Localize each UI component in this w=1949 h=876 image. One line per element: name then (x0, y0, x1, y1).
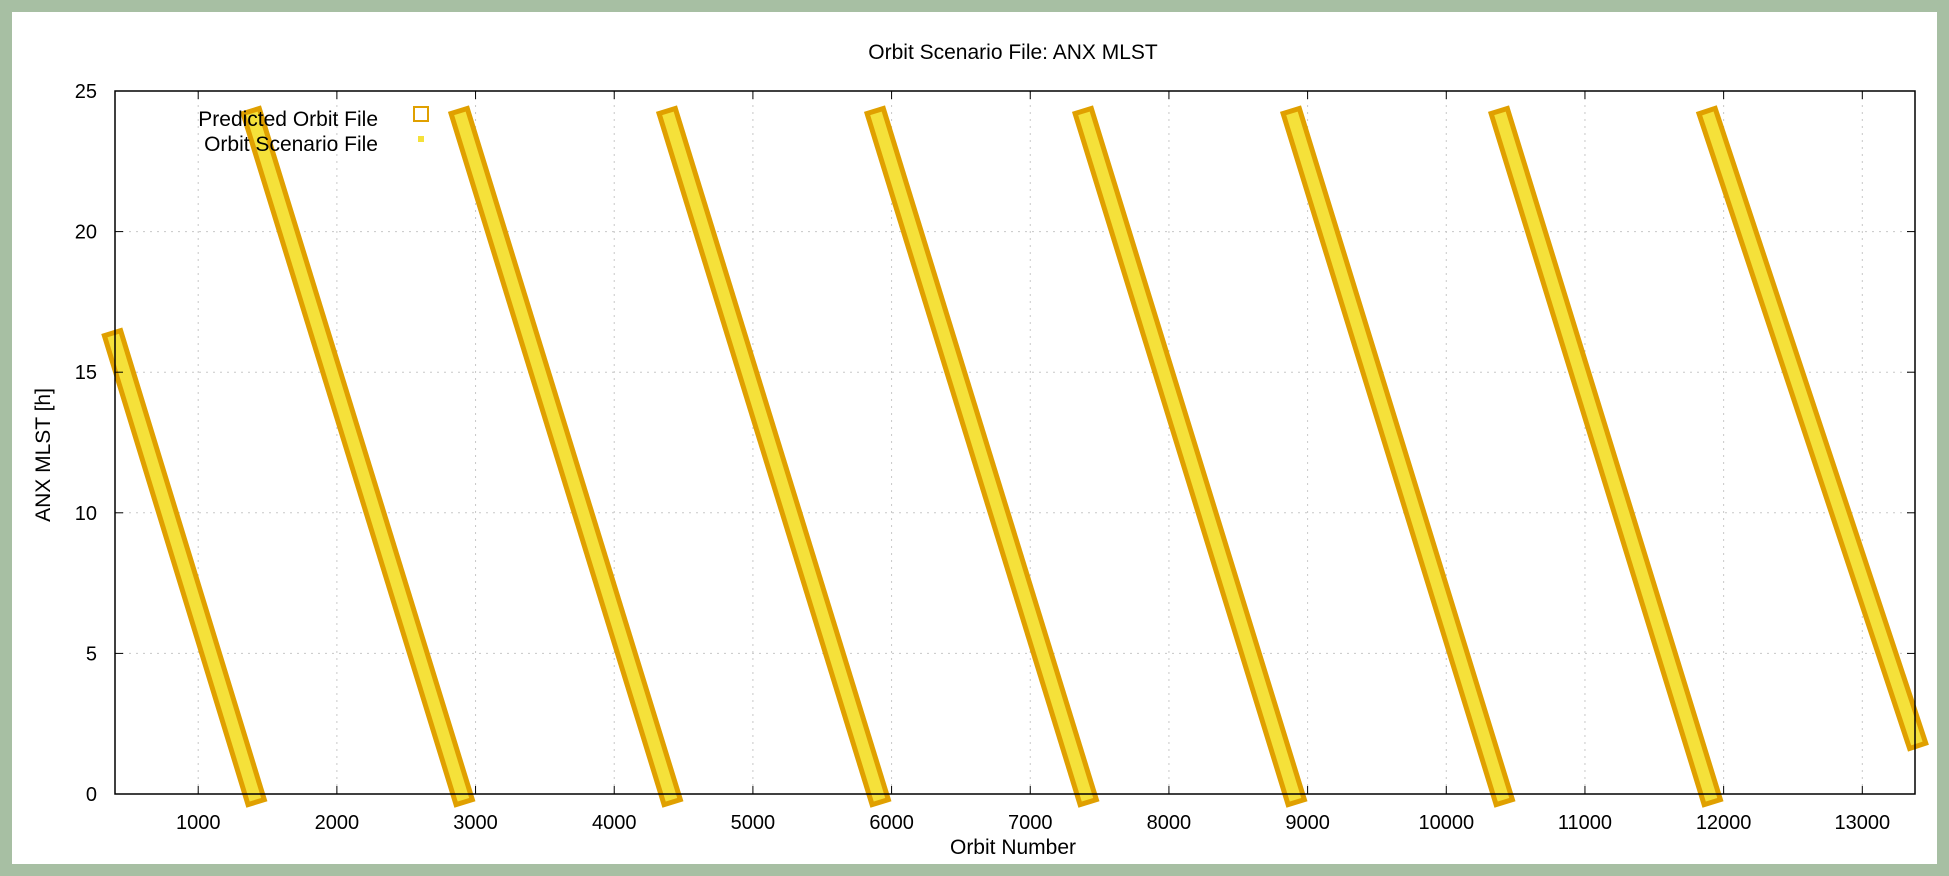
legend-label-predicted: Predicted Orbit File (198, 108, 378, 131)
x-tick-label: 1000 (176, 812, 221, 834)
scenario-orbit-segment (1702, 111, 1923, 746)
series-layer (101, 105, 1929, 808)
x-axis-title: Orbit Number (950, 836, 1076, 859)
x-tick-label: 11000 (1558, 812, 1612, 834)
ticks: 1000 2000 3000 4000 5000 6000 7000 8000 9000 1000… (75, 81, 1915, 834)
scenario-orbit-segment (454, 111, 678, 802)
y-tick-label: 20 (75, 222, 97, 244)
x-tick-label: 8000 (1147, 812, 1192, 834)
x-tick-label: 4000 (592, 812, 637, 834)
x-tick-label: 3000 (453, 812, 498, 834)
x-tick-label: 10000 (1418, 812, 1474, 834)
chart-title: Orbit Scenario File: ANX MLST (868, 41, 1158, 64)
scenario-orbit-segment (107, 333, 262, 802)
scenario-orbit-segment (870, 111, 1094, 802)
legend-marker-predicted (413, 106, 429, 122)
x-tick-label: 2000 (315, 812, 360, 834)
scenario-orbit-segment (662, 111, 886, 802)
grid (115, 91, 1915, 794)
x-tick-label: 12000 (1696, 812, 1752, 834)
legend-marker-scenario (418, 136, 424, 142)
legend: Predicted Orbit File Orbit Scenario File (198, 106, 429, 156)
y-tick-label: 0 (86, 784, 97, 806)
x-tick-label: 5000 (731, 812, 776, 834)
orbit-chart: 1000 2000 3000 4000 5000 6000 7000 8000 9000 1000… (32, 41, 1929, 859)
scenario-orbit-segment (1494, 111, 1718, 802)
y-tick-label: 10 (75, 503, 97, 525)
chart-panel: 1000 2000 3000 4000 5000 6000 7000 8000 9000 1000… (12, 12, 1937, 864)
scenario-orbit-segment (1286, 111, 1510, 802)
y-tick-label: 25 (75, 81, 97, 103)
x-tick-label: 9000 (1285, 812, 1330, 834)
scenario-orbit-segment (1078, 111, 1302, 802)
y-tick-label: 5 (86, 643, 97, 665)
x-tick-label: 6000 (869, 812, 914, 834)
x-tick-label: 7000 (1008, 812, 1053, 834)
y-axis-title: ANX MLST [h] (32, 388, 55, 522)
plot-frame (114, 90, 1916, 795)
x-tick-label: 13000 (1834, 812, 1890, 834)
legend-label-scenario: Orbit Scenario File (204, 133, 378, 156)
y-tick-label: 15 (75, 362, 97, 384)
scenario-orbit-segment (246, 111, 470, 802)
